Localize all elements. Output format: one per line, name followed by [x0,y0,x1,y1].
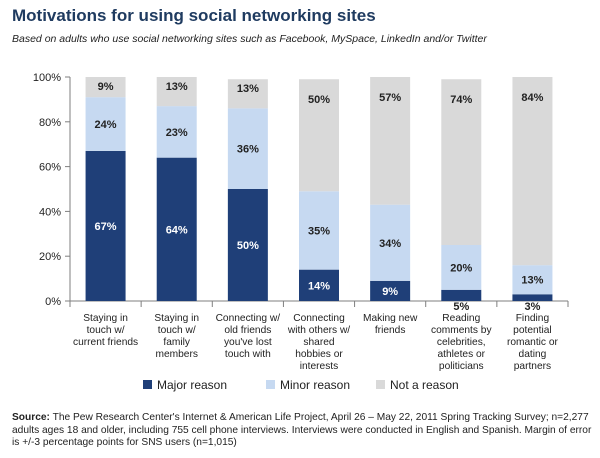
bar-not-a-reason [370,77,411,205]
bar-major-reason [299,269,339,301]
legend-swatch-not-a-reason [376,380,385,389]
data-label-major-reason: 67% [95,221,117,233]
bar-minor-reason [156,106,197,158]
legend-label-not-a-reason: Not a reason [390,378,459,392]
data-label-not-a-reason: 13% [166,81,188,93]
bar-major-reason [441,289,482,301]
data-label-not-a-reason: 9% [98,81,114,93]
bar-not-a-reason [156,77,197,107]
source-note: Source: The Pew Research Center's Intern… [12,412,592,450]
y-tick-label: 20% [39,251,61,263]
data-label-minor-reason: 24% [95,119,117,131]
bar-not-a-reason [85,77,126,98]
bar-not-a-reason [299,79,339,192]
chart-subtitle: Based on adults who use social networkin… [12,33,487,45]
bar-not-a-reason [512,77,553,266]
data-label-major-reason: 64% [166,224,188,236]
legend-label-major-reason: Major reason [157,378,227,392]
bar-not-a-reason [227,79,268,109]
data-label-not-a-reason: 74% [450,94,472,106]
data-label-not-a-reason: 13% [237,83,259,95]
bar-minor-reason [370,204,411,281]
data-label-major-reason: 9% [382,286,398,298]
bar-major-reason [227,189,268,301]
category-label: Staying in touch w/family members [154,313,199,360]
source-label: Source: [12,412,50,423]
category-label: Finding potential romantic or dating partner… [507,313,559,372]
bar-minor-reason [512,265,553,295]
bar-minor-reason [441,245,482,290]
category-label: Reading comments by celebrities, athletes o… [431,313,492,372]
data-label-not-a-reason: 57% [379,92,401,104]
data-label-major-reason: 3% [524,301,540,313]
bar-not-a-reason [441,79,482,246]
data-label-not-a-reason: 84% [521,92,543,104]
legend-label-minor-reason: Minor reason [280,378,350,392]
y-tick-label: 100% [33,72,61,84]
data-label-minor-reason: 36% [237,144,259,156]
bar-minor-reason [299,191,339,270]
bar-major-reason [370,280,411,301]
data-label-major-reason: 50% [237,240,259,252]
category-label: Connecting with others w/shared hobbies or… [287,313,350,372]
category-label: Staying in touch w/current friends [73,313,138,348]
category-label: Making new friends [363,313,418,336]
data-label-not-a-reason: 50% [308,94,330,106]
data-label-major-reason: 5% [453,301,469,313]
source-text: The Pew Research Center's Internet & Ame… [12,412,592,448]
y-tick-label: 60% [39,162,61,174]
y-tick-label: 0% [45,296,61,308]
bar-minor-reason [227,108,268,189]
category-label: Connecting w/old friends you've lost touch… [216,313,281,360]
bar-major-reason [512,294,553,301]
data-label-minor-reason: 35% [308,225,330,237]
data-label-major-reason: 14% [308,280,330,292]
chart-title: Motivations for using social networking … [12,6,376,25]
stacked-bar-chart: 0% 20% 40% 60% 80% 100% 67% 24% 9% Staying in touc… [33,72,569,392]
bar-major-reason [85,150,126,301]
legend-swatch-minor-reason [266,380,275,389]
bar-minor-reason [85,97,126,151]
legend-swatch-major-reason [143,380,152,389]
data-label-minor-reason: 23% [166,127,188,139]
y-tick-label: 80% [39,117,61,129]
data-label-minor-reason: 34% [379,238,401,250]
data-label-minor-reason: 13% [521,275,543,287]
data-label-minor-reason: 20% [450,262,472,274]
bar-major-reason [156,157,197,301]
y-tick-label: 40% [39,206,61,218]
